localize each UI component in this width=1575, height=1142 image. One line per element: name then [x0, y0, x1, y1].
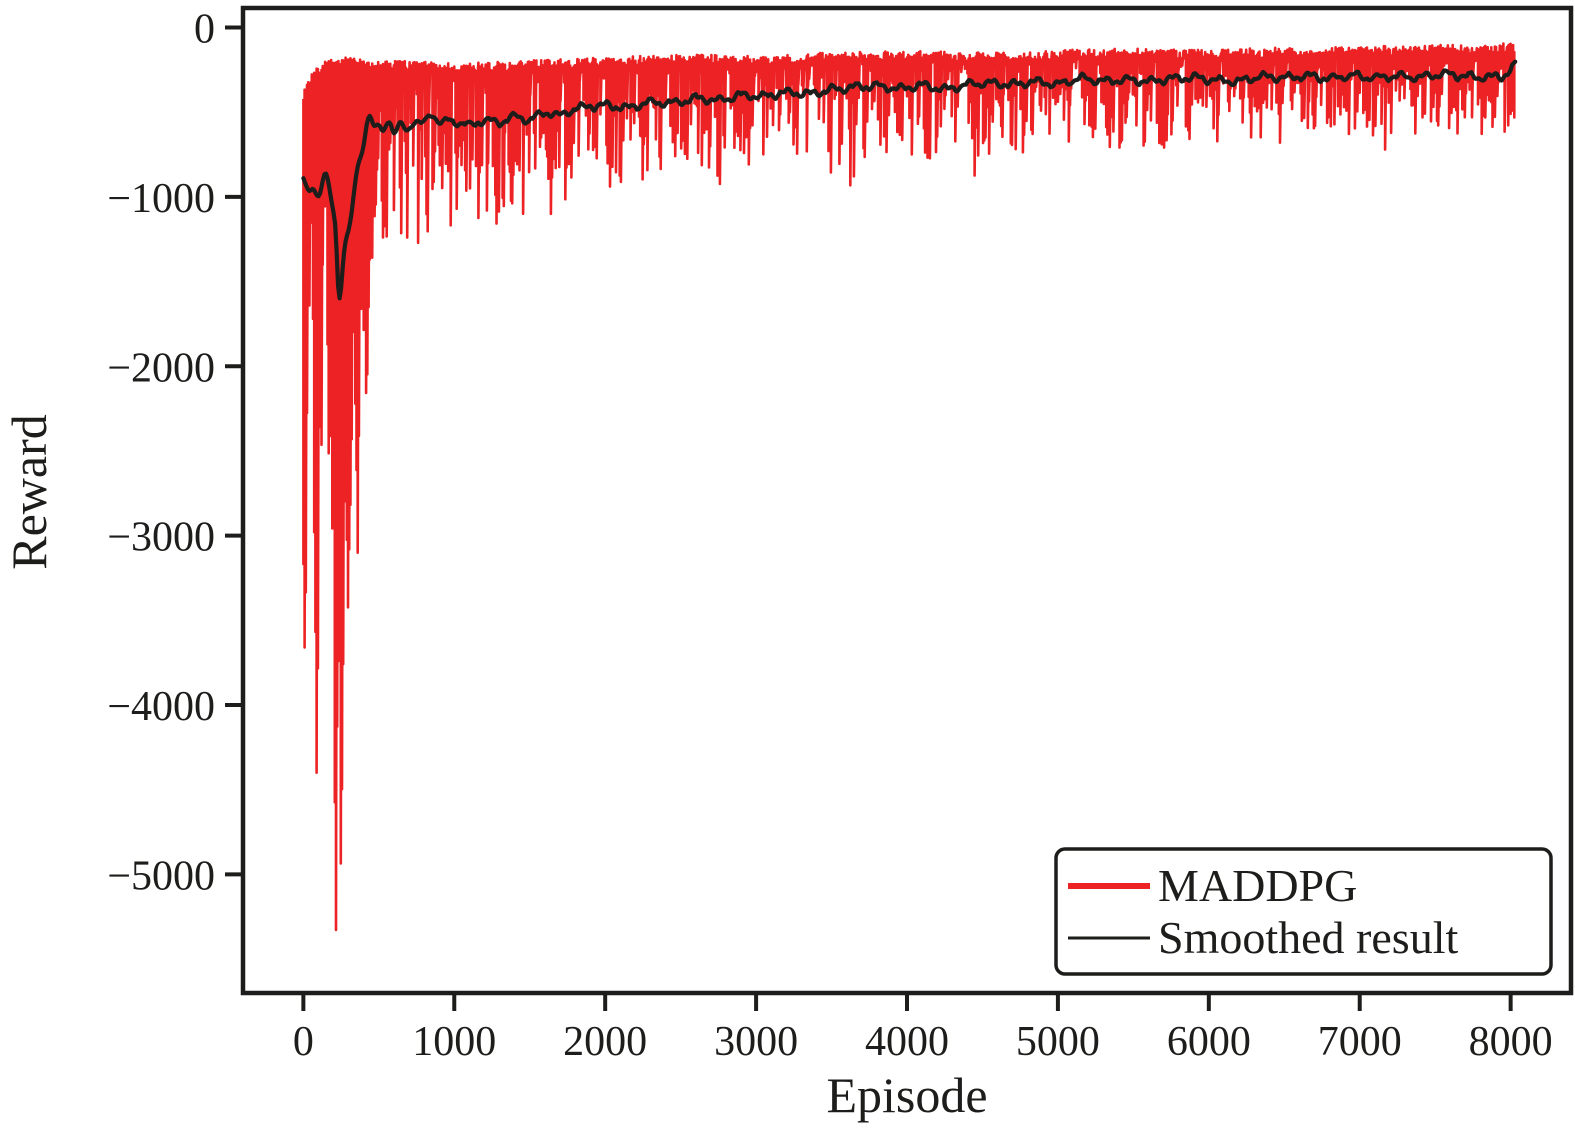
y-tick-label: −2000	[107, 345, 215, 391]
legend-box	[1054, 847, 1553, 976]
legend: MADDPG Smoothed result	[1054, 847, 1553, 976]
y-tick-label: −4000	[107, 684, 215, 730]
x-tick-label: 1000	[412, 1019, 496, 1065]
legend-maddpg-label: MADDPG	[1158, 860, 1357, 911]
y-axis-label: Reward	[1, 414, 57, 570]
maddpg-raw-series-line	[302, 42, 1516, 932]
x-axis-ticks: 0 1000 2000 3000 4000 5000 6000 7000 8000	[293, 993, 1553, 1065]
x-tick-label: 0	[293, 1019, 314, 1065]
x-tick-label: 5000	[1016, 1019, 1100, 1065]
x-tick-label: 4000	[865, 1019, 949, 1065]
x-tick-label: 2000	[563, 1019, 647, 1065]
x-tick-label: 6000	[1167, 1019, 1251, 1065]
x-tick-label: 7000	[1318, 1019, 1402, 1065]
smoothed-series-line	[301, 59, 1518, 301]
y-tick-label: −1000	[107, 176, 215, 222]
x-tick-label: 3000	[714, 1019, 798, 1065]
legend-smoothed-label: Smoothed result	[1158, 912, 1458, 963]
x-tick-label: 8000	[1469, 1019, 1553, 1065]
y-tick-label: −3000	[107, 515, 215, 561]
y-tick-label: 0	[194, 6, 215, 52]
y-axis-ticks: 0 −1000 −2000 −3000 −4000 −5000	[107, 6, 243, 899]
y-tick-label: −5000	[107, 853, 215, 899]
x-axis-label: Episode	[826, 1067, 987, 1123]
plot-area	[243, 8, 1571, 993]
